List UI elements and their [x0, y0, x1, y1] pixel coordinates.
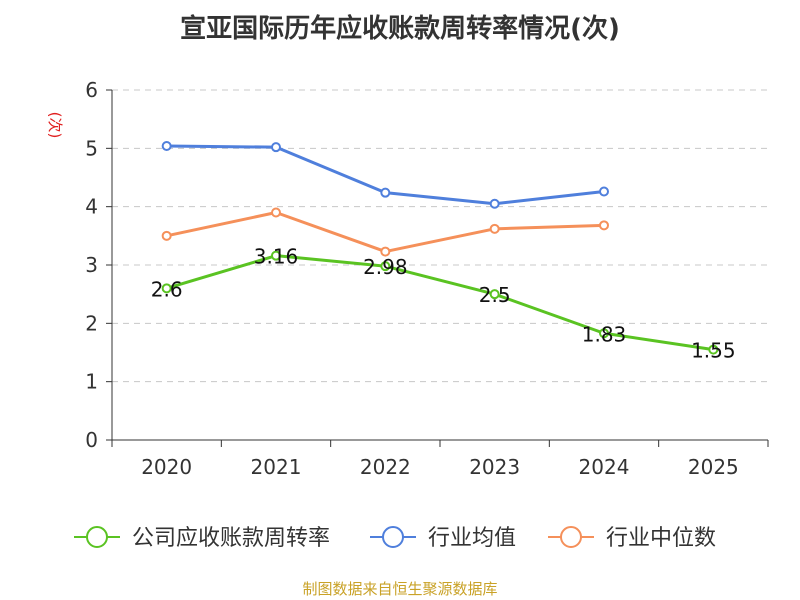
legend: 公司应收账款周转率 行业均值 行业中位数 — [74, 526, 716, 551]
y-tick-label: 0 — [85, 428, 98, 452]
data-point — [599, 328, 609, 339]
data-point — [271, 207, 281, 218]
series-line-2 — [166, 211, 605, 254]
data-point — [161, 141, 172, 151]
x-tick-label: 2022 — [360, 455, 411, 479]
chart-title: 宣亚国际历年应收账款周转率情况(次) — [180, 14, 620, 44]
series-lines — [161, 141, 719, 355]
y-tick-label: 3 — [85, 253, 98, 277]
data-point — [271, 142, 281, 153]
data-labels: 2.6 3.16 2.98 2.5 1.83 1.55 — [151, 245, 736, 363]
x-tick-label: 2023 — [469, 455, 520, 479]
legend-label: 公司应收账款周转率 — [132, 526, 330, 551]
x-tick-label: 2020 — [141, 455, 192, 479]
data-point — [489, 198, 500, 209]
data-label: 2.5 — [479, 283, 511, 307]
legend-marker — [382, 526, 404, 548]
data-point — [161, 230, 172, 241]
data-label: 2.6 — [151, 277, 183, 301]
data-label: 2.98 — [363, 255, 408, 279]
axes: 0 1 2 3 4 5 6 2020 2021 2022 2023 2024 2025 (次) — [46, 78, 769, 479]
y-axis-label: (次) — [46, 112, 64, 139]
data-point — [599, 186, 609, 197]
source-note: 制图数据来自恒生聚源数据库 — [302, 580, 498, 598]
x-tick-label: 2021 — [251, 455, 302, 479]
legend-label: 行业均值 — [428, 526, 516, 551]
y-tick-label: 4 — [85, 195, 98, 219]
data-point — [161, 283, 172, 294]
data-point — [271, 250, 281, 261]
y-tick-label: 2 — [85, 311, 98, 335]
x-tick-label: 2025 — [688, 455, 739, 479]
legend-label: 行业中位数 — [606, 526, 716, 551]
data-label: 1.83 — [582, 322, 627, 346]
y-tick-label: 5 — [85, 136, 98, 160]
data-point — [380, 246, 391, 257]
x-tick-label: 2024 — [579, 455, 630, 479]
data-point — [489, 223, 500, 234]
legend-marker — [560, 526, 582, 548]
data-point — [708, 344, 719, 355]
data-label: 1.55 — [691, 339, 736, 363]
data-point — [489, 289, 500, 300]
data-point — [599, 220, 609, 231]
data-point — [380, 261, 391, 272]
y-tick-label: 1 — [85, 370, 98, 394]
gridlines — [112, 89, 768, 383]
data-label: 3.16 — [254, 245, 299, 269]
data-point — [380, 187, 391, 198]
y-tick-label: 6 — [85, 78, 98, 102]
series-line-0 — [166, 254, 714, 352]
legend-marker — [86, 526, 108, 548]
